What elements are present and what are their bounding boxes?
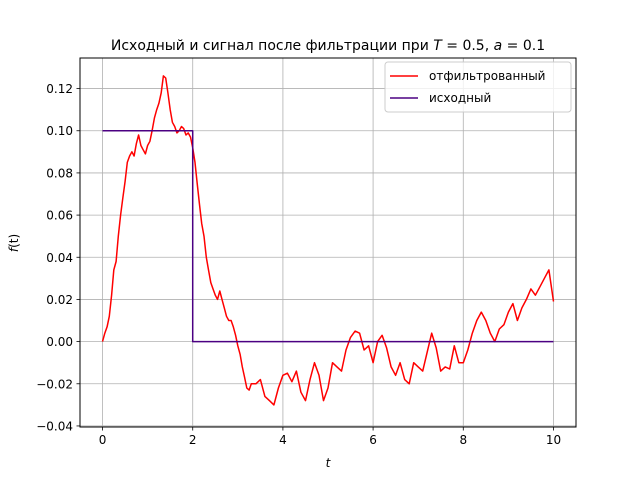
series-layer <box>101 75 555 406</box>
x-tick-label: 6 <box>369 433 377 447</box>
y-tick-label: −0.02 <box>36 377 73 391</box>
y-tick-label: −0.04 <box>36 419 73 433</box>
legend-label-filtered: отфильтрованный <box>429 69 545 83</box>
legend-label-original: исходный <box>429 91 491 105</box>
chart-title: Исходный и сигнал после фильтрации при T… <box>111 38 545 54</box>
x-axis-label: t <box>326 456 332 470</box>
axes-frame <box>79 57 577 428</box>
x-tick-label: 4 <box>279 433 287 447</box>
y-axis-label: f(t) <box>7 234 21 252</box>
y-axis-label-arg: (t) <box>7 234 21 248</box>
title-a-symbol: a <box>494 38 503 54</box>
title-T-symbol: T <box>433 38 443 54</box>
title-a-value: = 0.1 <box>502 38 545 54</box>
y-axis-label-func: f <box>7 246 21 252</box>
y-tick-label: 0.02 <box>46 293 73 307</box>
y-tick-label: 0.00 <box>46 335 73 349</box>
x-tick-label: 10 <box>546 433 561 447</box>
legend: отфильтрованный исходный <box>384 61 572 113</box>
legend-box <box>384 61 572 113</box>
title-prefix: Исходный и сигнал после фильтрации при <box>111 38 433 54</box>
x-tick-label: 0 <box>99 433 107 447</box>
y-tick-label: 0.12 <box>46 82 73 96</box>
x-tick-label: 8 <box>459 433 467 447</box>
y-tick-label: 0.08 <box>46 166 73 180</box>
y-tick-label: 0.06 <box>46 209 73 223</box>
y-tick-label: 0.04 <box>46 251 73 265</box>
axis-ticks: 0 2 4 6 8 10 −0.04 −0.02 0.00 0.02 0.04 0.06 0.08 0.1… <box>36 82 561 447</box>
series-line-filtered <box>101 75 555 406</box>
y-tick-label: 0.10 <box>46 124 73 138</box>
x-tick-label: 2 <box>189 433 197 447</box>
series-line-original <box>102 129 554 343</box>
grid-lines <box>80 58 576 427</box>
title-T-value: = 0.5, <box>442 38 494 54</box>
